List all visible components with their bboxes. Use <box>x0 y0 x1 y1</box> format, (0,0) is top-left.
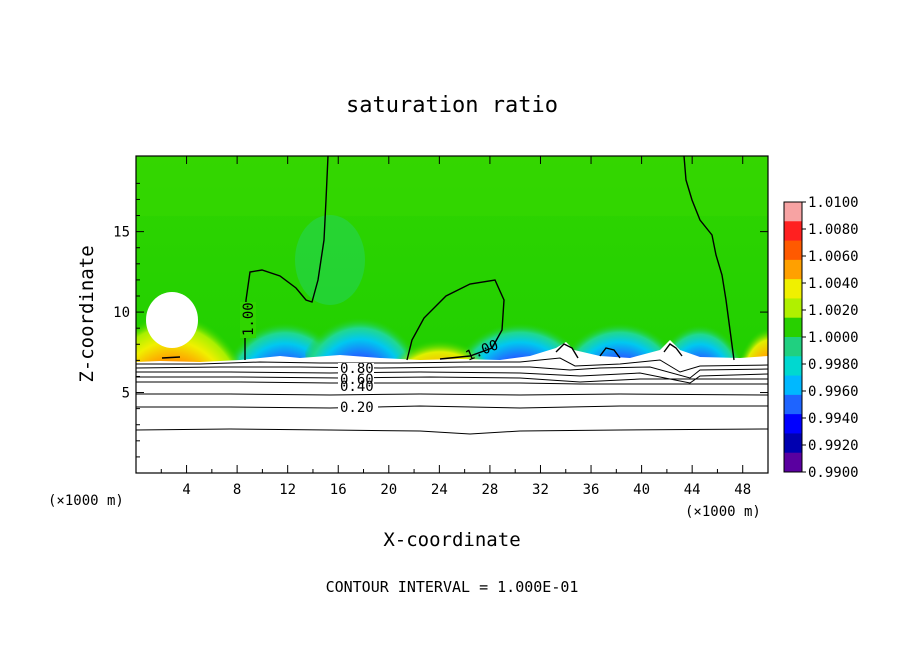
y-tick-label: 10 <box>113 305 130 321</box>
x-unit-label: (×1000 m) <box>48 493 124 509</box>
x-tick-label: 24 <box>431 482 448 498</box>
colorbar-swatch <box>784 433 802 454</box>
colorbar-swatch <box>784 221 802 242</box>
x-tick-label: 16 <box>330 482 347 498</box>
y-tick-label: 5 <box>122 386 130 402</box>
x-tick-label: 20 <box>380 482 397 498</box>
x-tick-label: 4 <box>182 482 190 498</box>
colorbar-swatch <box>784 279 802 299</box>
x-tick-label: 8 <box>233 482 241 498</box>
colorbar-tick-label: 0.9900 <box>808 465 859 481</box>
x-tick-label: 44 <box>684 482 701 498</box>
plot-area <box>136 156 768 473</box>
contour-interval-note: CONTOUR INTERVAL = 1.000E-01 <box>326 578 579 596</box>
colorbar-tick-label: 1.0060 <box>808 249 859 265</box>
colorbar-tick-label: 0.9940 <box>808 411 859 427</box>
colorbar-tick-label: 1.0000 <box>808 330 859 346</box>
colorbar-tick-label: 1.0100 <box>808 195 859 211</box>
x-tick-label: 40 <box>633 482 650 498</box>
colorbar-swatch <box>784 259 802 280</box>
contour-label: 1.00 <box>241 302 257 336</box>
contour-labels: 1.00 1.00 0.80 0.60 0.40 0.20 <box>240 302 501 416</box>
contour-label: 0.80 <box>340 361 374 377</box>
colorbar-swatch <box>784 202 802 222</box>
plot-frame <box>135 155 769 474</box>
colorbar-swatch <box>784 240 802 261</box>
colorbar-tick-label: 0.9960 <box>808 384 859 400</box>
x-tick-label: 12 <box>279 482 296 498</box>
colorbar-tick-label: 0.9920 <box>808 438 859 454</box>
colorbar-swatch <box>784 298 802 319</box>
colorbar-tick-label: 1.0020 <box>808 303 859 319</box>
colorbar-swatch <box>784 317 802 338</box>
y-axis-title: Z-coordinate <box>76 245 98 382</box>
x-axis-title: X-coordinate <box>383 529 520 551</box>
colorbar-swatch <box>784 394 802 415</box>
chart-title: saturation ratio <box>346 93 558 118</box>
colorbar: 1.0100 1.0080 1.0060 1.0040 1.0020 1.0000 0.99… <box>783 195 859 481</box>
colorbar-tick-label: 1.0040 <box>808 276 859 292</box>
y-axis: 5 10 15 <box>113 182 768 458</box>
contour-label: 0.20 <box>340 400 374 416</box>
y-tick-label: 15 <box>113 225 130 241</box>
colorbar-swatch <box>784 375 802 396</box>
x-unit-label-right: (×1000 m) <box>685 504 761 520</box>
unity-contours <box>161 156 735 361</box>
x-tick-label: 36 <box>583 482 600 498</box>
x-axis: 4 8 12 16 20 24 28 32 36 40 44 48 <box>160 156 751 498</box>
colorbar-swatch <box>784 337 802 357</box>
contour-label: 0.40 <box>340 379 374 395</box>
x-tick-label: 32 <box>532 482 549 498</box>
colorbar-tick-label: 1.0080 <box>808 222 859 238</box>
colorbar-swatch <box>784 356 802 377</box>
colorbar-swatch <box>784 414 802 434</box>
x-tick-label: 48 <box>734 482 751 498</box>
colorbar-tick-label: 0.9980 <box>808 357 859 373</box>
low-contours <box>136 357 768 435</box>
colorbar-swatch <box>784 452 802 473</box>
x-tick-label: 28 <box>481 482 498 498</box>
